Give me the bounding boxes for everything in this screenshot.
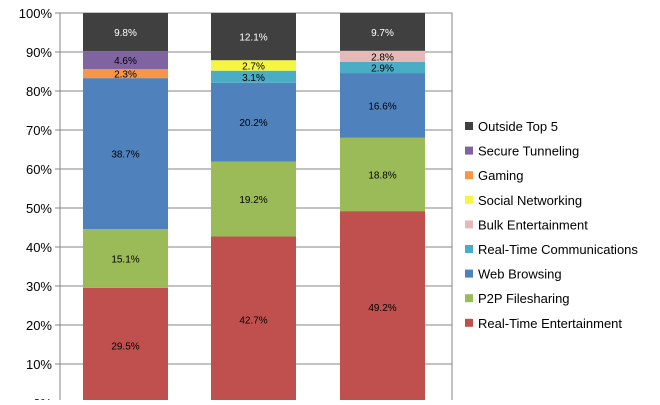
y-tick-label: 100% bbox=[19, 6, 53, 21]
data-label: 2.9% bbox=[371, 63, 394, 74]
bar-segment bbox=[340, 61, 425, 74]
legend-swatch bbox=[465, 195, 473, 204]
data-label: 29.5% bbox=[111, 341, 139, 352]
data-label: 16.6% bbox=[368, 101, 396, 112]
data-label: 9.8% bbox=[114, 28, 137, 39]
bar-segment bbox=[340, 211, 425, 403]
data-label: 4.6% bbox=[114, 56, 137, 67]
legend-label: P2P Filesharing bbox=[478, 291, 570, 306]
y-tick-label: 10% bbox=[26, 357, 52, 372]
legend-swatch bbox=[465, 245, 473, 253]
data-label: 9.7% bbox=[371, 28, 394, 39]
bar-segment bbox=[340, 137, 425, 212]
legend-label: Outside Top 5 bbox=[478, 119, 558, 134]
data-label: 19.2% bbox=[239, 195, 267, 206]
y-tick-label: 30% bbox=[26, 279, 52, 294]
legend-swatch bbox=[465, 269, 473, 278]
data-label: 2.7% bbox=[242, 61, 265, 72]
data-label: 2.3% bbox=[114, 70, 137, 81]
legend-swatch bbox=[465, 220, 473, 229]
bar-segment bbox=[83, 51, 168, 70]
legend-swatch bbox=[465, 318, 473, 327]
y-tick-label: 50% bbox=[26, 201, 52, 216]
legend-label: Web Browsing bbox=[478, 267, 562, 282]
data-label: 18.8% bbox=[368, 170, 396, 181]
y-tick-label: 40% bbox=[26, 240, 52, 255]
y-tick-label: 60% bbox=[26, 162, 52, 177]
bar-segment bbox=[211, 236, 296, 403]
bar-segment bbox=[83, 287, 168, 403]
bar-segment bbox=[211, 60, 296, 71]
legend-swatch bbox=[465, 294, 473, 303]
legend-swatch bbox=[465, 146, 473, 155]
legend-label: Real-Time Entertainment bbox=[478, 316, 622, 331]
data-label: 20.2% bbox=[239, 118, 267, 129]
data-label: 49.2% bbox=[368, 303, 396, 314]
bar-segment bbox=[211, 13, 296, 61]
bar-segment bbox=[211, 82, 296, 162]
bar-segment bbox=[340, 50, 425, 62]
legend-label: Secure Tunneling bbox=[478, 144, 579, 159]
data-label: 38.7% bbox=[111, 150, 139, 161]
bar-segment bbox=[83, 229, 168, 288]
data-label: 15.1% bbox=[111, 255, 139, 266]
bar-segment bbox=[83, 78, 168, 230]
y-tick-label: 0% bbox=[33, 396, 52, 400]
legend-swatch bbox=[465, 171, 473, 180]
bar-segment bbox=[211, 70, 296, 83]
bar-segment bbox=[340, 73, 425, 138]
data-label: 12.1% bbox=[239, 33, 267, 44]
y-tick-label: 90% bbox=[26, 45, 52, 60]
y-tick-label: 20% bbox=[26, 318, 52, 333]
legend-label: Bulk Entertainment bbox=[478, 217, 588, 232]
legend-swatch bbox=[465, 122, 473, 130]
legend-label: Gaming bbox=[478, 168, 524, 183]
legend-label: Real-Time Communications bbox=[478, 242, 638, 257]
y-tick-label: 80% bbox=[26, 84, 52, 99]
legend-label: Social Networking bbox=[478, 193, 582, 208]
bar-segment bbox=[211, 161, 296, 237]
data-label: 42.7% bbox=[239, 316, 267, 327]
data-label: 2.8% bbox=[371, 52, 394, 63]
bar-segment bbox=[83, 13, 168, 52]
data-label: 3.1% bbox=[242, 73, 265, 84]
bar-segment bbox=[83, 69, 168, 79]
bar-segment bbox=[340, 13, 425, 51]
y-tick-label: 70% bbox=[26, 123, 52, 138]
